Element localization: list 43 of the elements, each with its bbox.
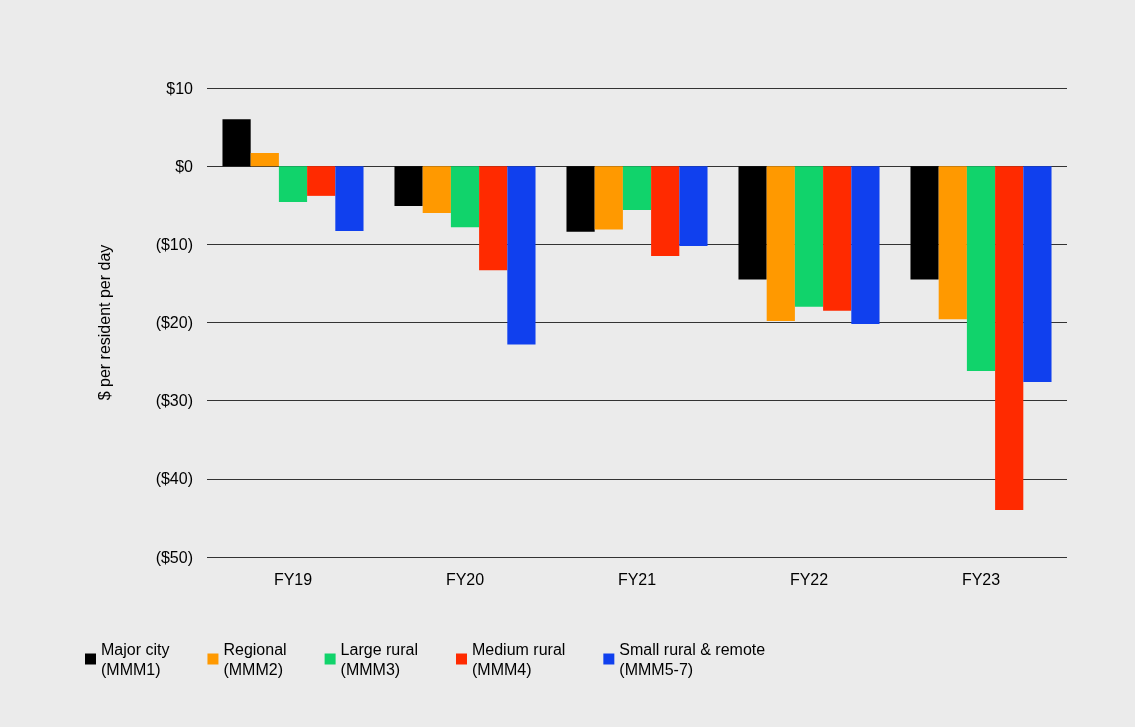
legend-label: Large rural (MMM3) — [340, 640, 418, 678]
bar — [507, 166, 536, 345]
bar — [938, 166, 967, 320]
y-tick-label: ($50) — [155, 548, 193, 566]
bar — [966, 166, 996, 371]
bar — [394, 166, 423, 207]
bar — [651, 166, 680, 257]
bar — [222, 119, 251, 167]
legend-label: Regional (MMM2) — [223, 640, 287, 678]
bar — [1023, 166, 1052, 382]
y-tick-label: $10 — [166, 79, 194, 97]
bar — [450, 166, 480, 228]
bar — [766, 166, 795, 321]
legend-label: Medium rural (MMM4) — [471, 640, 566, 678]
y-tick-label: ($30) — [155, 392, 193, 410]
bar — [278, 166, 308, 203]
bar — [794, 166, 824, 307]
bar — [679, 166, 708, 246]
x-tick-label: FY19 — [273, 570, 313, 588]
bar — [910, 166, 939, 280]
y-tick-label: ($20) — [155, 314, 193, 331]
bar — [335, 166, 364, 232]
x-tick-label: FY20 — [445, 570, 485, 588]
bar — [566, 166, 595, 232]
y-axis-title: $ per resident per day — [95, 244, 113, 401]
y-tick-label: ($40) — [155, 470, 193, 488]
legend-label: Small rural & remote (MMM5-7) — [619, 640, 766, 678]
x-tick-label: FY23 — [961, 570, 1001, 588]
y-tick-label: ($10) — [155, 235, 193, 253]
bar — [594, 166, 623, 230]
bar — [422, 166, 451, 214]
bar — [995, 166, 1024, 511]
x-tick-label: FY22 — [789, 570, 829, 588]
bar — [738, 166, 767, 280]
bar — [851, 166, 880, 325]
legend-label: Major city (MMM1) — [101, 640, 170, 678]
bar — [622, 166, 652, 210]
bar — [307, 166, 336, 196]
y-tick-label: $0 — [175, 157, 194, 175]
x-tick-label: FY21 — [617, 570, 657, 588]
bar — [823, 166, 852, 311]
bar — [479, 166, 508, 271]
bar — [250, 152, 279, 167]
